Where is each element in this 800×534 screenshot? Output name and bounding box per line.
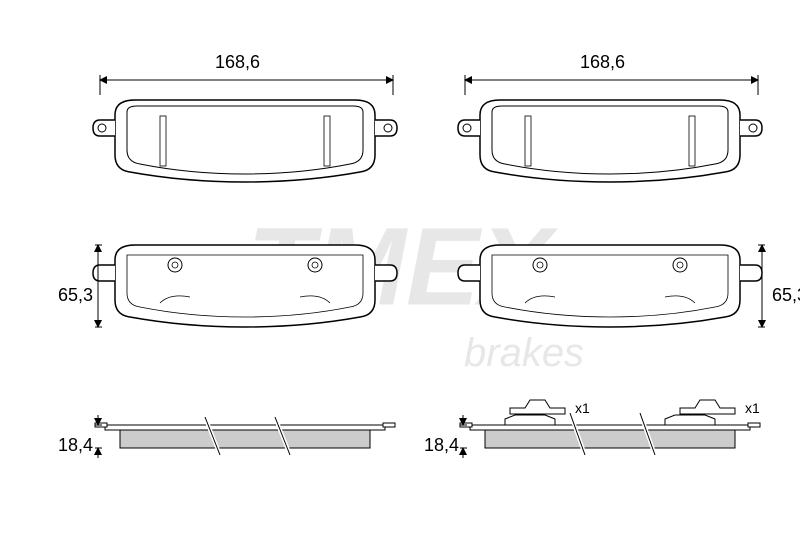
pad-mid-right bbox=[458, 245, 762, 327]
height-label-right: 65,3 bbox=[772, 285, 800, 306]
pad-side-left bbox=[95, 417, 395, 455]
thickness-label-left: 18,4 bbox=[58, 435, 93, 456]
height-label-left: 65,3 bbox=[58, 285, 93, 306]
width-label-right: 168,6 bbox=[580, 52, 625, 73]
pad-mid-left bbox=[93, 245, 397, 327]
pad-top-left bbox=[93, 100, 397, 182]
width-label-left: 168,6 bbox=[215, 52, 260, 73]
clip-left bbox=[510, 400, 565, 414]
thickness-label-right: 18,4 bbox=[424, 435, 459, 456]
pad-top-right bbox=[458, 100, 762, 182]
technical-drawing bbox=[0, 0, 800, 534]
clip-right bbox=[680, 400, 735, 414]
pad-side-right bbox=[460, 413, 760, 455]
accessory-left: x1 bbox=[575, 400, 590, 416]
accessory-right: x1 bbox=[745, 400, 760, 416]
brake-pad-diagram: TMEX brakes 168,6 168,6 65,3 65,3 18,4 1… bbox=[0, 0, 800, 534]
